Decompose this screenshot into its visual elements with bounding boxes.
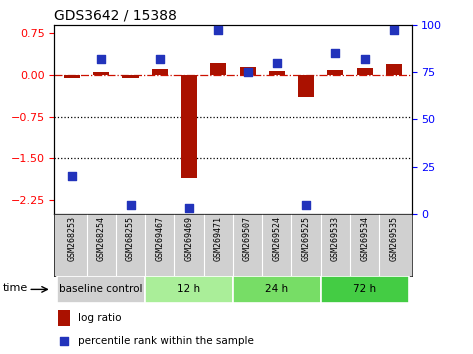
Point xyxy=(215,28,222,33)
Bar xyxy=(145,276,233,303)
Text: GSM269524: GSM269524 xyxy=(272,216,281,261)
Point xyxy=(68,173,76,179)
Text: GSM269534: GSM269534 xyxy=(360,216,369,261)
Text: GSM268253: GSM268253 xyxy=(68,216,77,261)
Bar xyxy=(357,68,373,75)
Point xyxy=(185,206,193,211)
Point xyxy=(390,28,398,33)
Bar xyxy=(386,64,402,75)
Bar xyxy=(152,69,168,75)
Point xyxy=(302,202,310,207)
Text: GSM268255: GSM268255 xyxy=(126,216,135,261)
Text: log ratio: log ratio xyxy=(78,313,121,323)
Bar xyxy=(181,75,197,178)
Point xyxy=(127,202,134,207)
Bar xyxy=(93,72,109,75)
Point xyxy=(61,338,68,344)
Bar xyxy=(57,276,145,303)
Point xyxy=(332,50,339,56)
Bar xyxy=(269,71,285,75)
Text: GSM269467: GSM269467 xyxy=(155,216,164,261)
Point xyxy=(273,60,280,65)
Text: GDS3642 / 15388: GDS3642 / 15388 xyxy=(54,8,177,22)
Bar xyxy=(123,75,139,78)
Point xyxy=(97,56,105,62)
Bar xyxy=(327,70,343,75)
Bar xyxy=(239,67,255,75)
Bar xyxy=(298,75,314,97)
Point xyxy=(244,69,251,75)
Text: GSM269525: GSM269525 xyxy=(302,216,311,261)
Text: percentile rank within the sample: percentile rank within the sample xyxy=(78,336,254,346)
Bar xyxy=(233,276,321,303)
Text: GSM269469: GSM269469 xyxy=(184,216,193,261)
Point xyxy=(156,56,164,62)
Text: 12 h: 12 h xyxy=(177,284,201,295)
Bar xyxy=(321,276,409,303)
Text: GSM268254: GSM268254 xyxy=(97,216,106,261)
Text: baseline control: baseline control xyxy=(60,284,143,295)
Bar xyxy=(210,63,227,75)
Text: GSM269507: GSM269507 xyxy=(243,216,252,261)
Text: 72 h: 72 h xyxy=(353,284,376,295)
Text: GSM269471: GSM269471 xyxy=(214,216,223,261)
Bar xyxy=(64,75,80,78)
Bar xyxy=(58,310,70,326)
Text: time: time xyxy=(3,283,28,293)
Text: GSM269535: GSM269535 xyxy=(389,216,398,261)
Text: GSM269533: GSM269533 xyxy=(331,216,340,261)
Text: 24 h: 24 h xyxy=(265,284,289,295)
Point xyxy=(361,56,368,62)
